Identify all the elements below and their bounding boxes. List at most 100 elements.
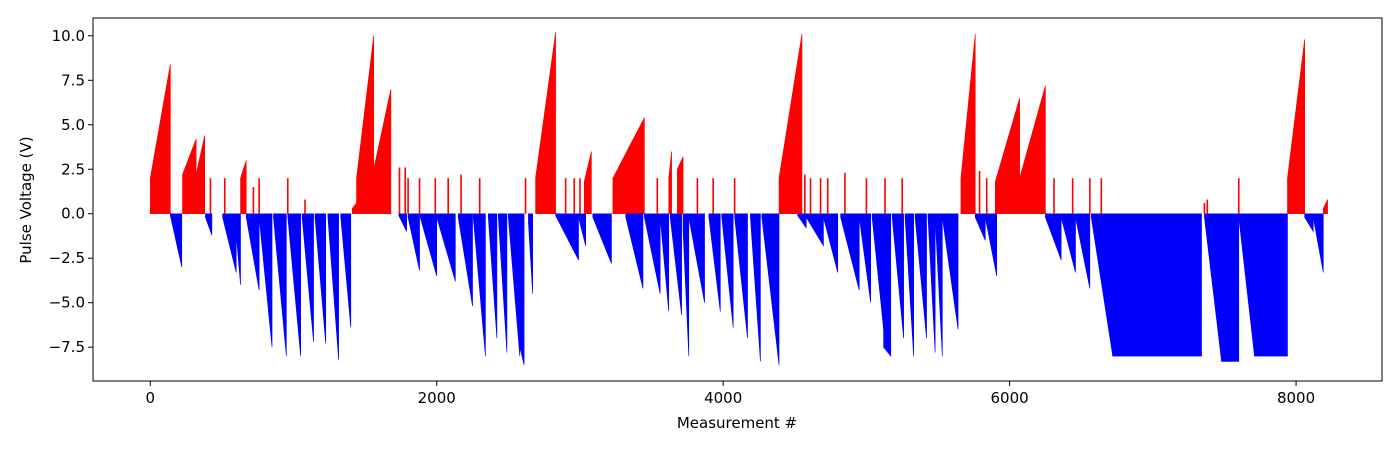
- x-tick-label: 0: [146, 389, 156, 407]
- pulse-segment-9: [258, 213, 273, 348]
- pulse-segment-61: [927, 213, 936, 353]
- pulse-segment-35: [592, 213, 612, 264]
- pulse-segment-16: [351, 202, 357, 215]
- pulse-segment-15: [340, 213, 352, 328]
- pulse-segment-50: [778, 33, 803, 215]
- pulse-segment-21: [419, 213, 438, 277]
- pulse-segment-64: [960, 33, 976, 215]
- pulse-segment-60: [914, 213, 927, 339]
- pulse-segment-20: [407, 213, 420, 271]
- pulse-segment-3: [195, 135, 206, 215]
- pulse-segment-62: [934, 213, 943, 357]
- pulse-segment-40: [668, 151, 672, 215]
- pulse-segment-5: [222, 213, 237, 273]
- pulse-segment-72: [1090, 213, 1114, 357]
- x-tick-label: 8000: [1277, 389, 1315, 407]
- pulse-segment-0: [149, 64, 171, 215]
- pulse-segment-36: [612, 117, 645, 215]
- pulse-segment-46: [721, 213, 734, 328]
- pulse-segment-41: [669, 213, 682, 316]
- pulse-segment-65: [974, 213, 986, 241]
- pulse-segment-29: [528, 213, 533, 294]
- pulse-segment-44: [688, 213, 705, 303]
- pulse-segment-28: [519, 213, 525, 366]
- pulse-segment-51: [797, 213, 807, 229]
- pulse-segment-32: [561, 213, 569, 232]
- pulse-segment-38: [644, 213, 661, 294]
- pulse-segment-26: [498, 213, 508, 353]
- pulse-segment-14: [327, 213, 339, 360]
- pulse-segment-8: [245, 213, 260, 291]
- pulse-segment-53: [823, 213, 839, 273]
- y-tick-label: −5.0: [49, 294, 85, 312]
- pulse-segment-10: [273, 213, 287, 357]
- pulse-segment-68: [1019, 85, 1046, 215]
- pulse-segment-59: [904, 213, 914, 357]
- pulse-segment-13: [314, 213, 327, 344]
- pulse-segment-42: [677, 156, 684, 215]
- pulse-segment-30: [535, 32, 556, 215]
- pulse-segment-47: [734, 213, 748, 339]
- pulse-segment-24: [472, 213, 486, 357]
- pulse-segment-48: [750, 213, 761, 362]
- pulse-segment-31: [555, 213, 579, 261]
- pulse-segment-22: [436, 213, 456, 282]
- pulse-segment-77: [1254, 213, 1288, 357]
- x-tick-label: 2000: [418, 389, 456, 407]
- pulse-segment-7: [240, 160, 247, 215]
- pulse-segment-54: [840, 213, 860, 291]
- pulse-segment-11: [287, 213, 301, 357]
- y-axis-ticks: −7.5 −5.0 −2.5 0.0 2.5 5.0 7.5 10.0: [49, 27, 93, 356]
- pulse-segment-78: [1287, 39, 1305, 215]
- y-tick-label: 10.0: [52, 27, 85, 45]
- pulse-segment-43: [682, 213, 690, 357]
- y-tick-label: −7.5: [49, 338, 85, 356]
- y-tick-label: −2.5: [49, 249, 85, 267]
- pulse-segment-58: [891, 213, 904, 339]
- pulse-segment-63: [942, 213, 959, 330]
- pulse-segment-45: [708, 213, 721, 312]
- plot-frame: [92, 17, 1383, 382]
- pulse-segment-71: [1075, 213, 1091, 289]
- pulse-segment-23: [457, 213, 473, 307]
- pulse-segment-56: [871, 213, 884, 330]
- pulse-segment-33: [578, 213, 586, 246]
- y-tick-label: 2.5: [61, 160, 85, 178]
- pulse-segment-19: [398, 213, 407, 232]
- pulse-segment-79: [1304, 213, 1314, 233]
- pulse-segment-27: [508, 213, 521, 357]
- pulse-segment-49: [761, 213, 780, 366]
- pulse-segment-75: [1221, 213, 1240, 362]
- x-axis-ticks: 0 2000 4000 6000 8000: [146, 381, 1315, 407]
- pulse-segment-67: [994, 97, 1020, 215]
- x-tick-label: 4000: [704, 389, 742, 407]
- pulse-segment-76: [1238, 213, 1255, 357]
- pulse-segment-55: [858, 213, 872, 303]
- pulse-segment-52: [805, 213, 824, 247]
- pulse-segment-6: [234, 213, 241, 285]
- chart-marks: [149, 32, 1328, 366]
- pulse-segment-70: [1060, 213, 1076, 273]
- pulse-segment-69: [1045, 213, 1062, 261]
- pulse-segment-2: [182, 138, 197, 215]
- pulse-segment-66: [984, 213, 998, 277]
- pulse-segment-74: [1204, 213, 1222, 362]
- x-axis-label: Measurement #: [677, 414, 797, 432]
- pulse-segment-18: [373, 89, 392, 215]
- pulse-segment-25: [487, 213, 498, 339]
- pulse-segment-57: [883, 213, 892, 357]
- pulse-segment-12: [301, 213, 314, 342]
- x-tick-label: 6000: [991, 389, 1029, 407]
- y-axis-label: Pulse Voltage (V): [17, 136, 35, 263]
- pulse-segment-17: [356, 35, 375, 215]
- pulse-segment-81: [1322, 199, 1328, 215]
- pulse-segment-73: [1112, 213, 1202, 357]
- y-tick-label: 5.0: [61, 116, 85, 134]
- pulse-segment-34: [583, 151, 592, 215]
- pulse-segment-4: [205, 213, 213, 236]
- y-tick-label: 7.5: [61, 71, 85, 89]
- y-tick-label: 0.0: [61, 205, 85, 223]
- pulse-segment-39: [659, 213, 670, 312]
- pulse-segment-1: [170, 213, 183, 268]
